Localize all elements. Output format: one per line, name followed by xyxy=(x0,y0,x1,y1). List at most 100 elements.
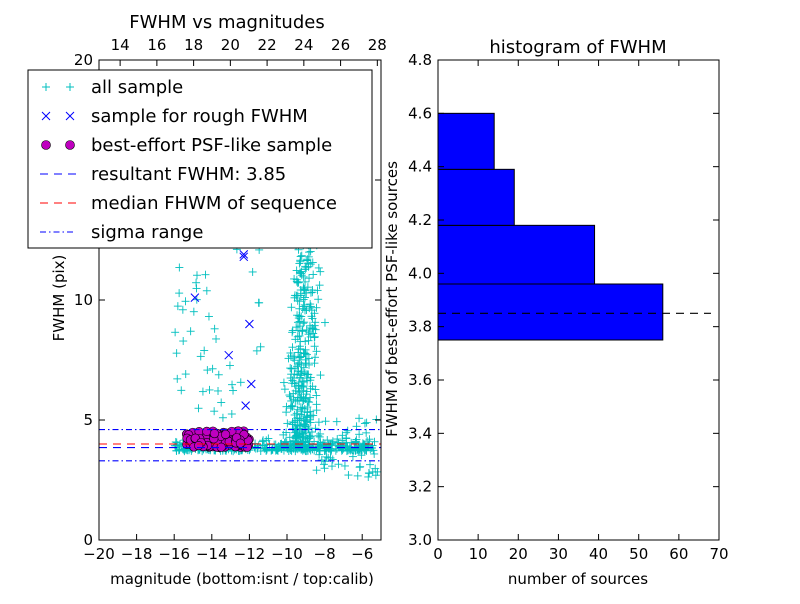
scatter-point-all-sample xyxy=(295,331,304,340)
scatter-point-all-sample xyxy=(181,370,190,379)
scatter-point-all-sample xyxy=(344,471,353,480)
scatter-point-all-sample xyxy=(311,353,320,362)
legend-item: resultant FWHM: 3.85 xyxy=(40,164,286,185)
histogram-ytick-label: 4.6 xyxy=(408,104,432,122)
scatter-point-all-sample xyxy=(192,278,201,287)
scatter-point-all-sample xyxy=(302,417,311,426)
scatter-point-all-sample xyxy=(291,441,300,450)
scatter-point-all-sample xyxy=(308,445,317,454)
scatter-xtick-label: −8 xyxy=(314,545,336,563)
scatter-point-all-sample xyxy=(306,432,315,441)
scatter-point-psf-sample xyxy=(209,428,220,439)
scatter-point-all-sample xyxy=(352,422,361,431)
scatter-point-all-sample xyxy=(295,388,304,397)
legend-frame xyxy=(27,69,373,249)
histogram-bar xyxy=(437,112,495,170)
scatter-xtick-label: −12 xyxy=(234,545,266,563)
scatter-point-all-sample xyxy=(297,271,306,280)
scatter-point-all-sample xyxy=(304,354,313,363)
scatter-ylabel: FWHM (pix) xyxy=(50,255,68,342)
histogram-xtick-label: 30 xyxy=(549,545,568,563)
scatter-xtick-label: −10 xyxy=(271,545,303,563)
scatter-point-all-sample xyxy=(286,392,295,401)
scatter-xtick-label: −6 xyxy=(351,545,373,563)
scatter-point-all-sample xyxy=(314,418,323,427)
scatter-top-xtick-label: 28 xyxy=(368,36,387,54)
scatter-point-all-sample xyxy=(300,318,309,327)
scatter-point-all-sample xyxy=(228,380,237,389)
legend-item: sample for rough FWHM xyxy=(41,106,308,127)
scatter-point-all-sample xyxy=(301,306,310,315)
scatter-point-all-sample xyxy=(310,321,319,330)
histogram-title: histogram of FWHM xyxy=(489,37,666,58)
scatter-point-all-sample xyxy=(328,462,337,471)
scatter-point-all-sample xyxy=(210,407,219,416)
scatter-point-all-sample xyxy=(288,343,297,352)
scatter-point-all-sample xyxy=(264,434,273,443)
scatter-point-all-sample xyxy=(342,434,351,443)
scatter-point-all-sample xyxy=(316,371,325,380)
scatter-point-all-sample xyxy=(353,471,362,480)
scatter-point-all-sample xyxy=(300,348,309,357)
scatter-point-all-sample xyxy=(292,438,301,447)
scatter-point-all-sample xyxy=(186,327,195,336)
scatter-point-all-sample xyxy=(172,349,181,358)
histogram-axes-frame xyxy=(437,59,720,541)
scatter-xtick-label: −20 xyxy=(83,545,115,563)
legend-item: median FHWM of sequence xyxy=(40,193,337,214)
scatter-point-all-sample xyxy=(172,446,181,455)
scatter-point-all-sample xyxy=(308,258,317,267)
scatter-point-all-sample xyxy=(312,347,321,356)
histogram-bars xyxy=(437,112,711,341)
legend-label: sigma range xyxy=(91,222,203,243)
scatter-point-all-sample xyxy=(300,293,309,302)
scatter-point-all-sample xyxy=(301,265,310,274)
scatter-point-all-sample xyxy=(299,302,308,311)
scatter-ytick-label: 10 xyxy=(74,291,93,309)
scatter-point-all-sample xyxy=(319,460,328,469)
scatter-ticks: −20−18−16−14−12−10−8−6051015201416182022… xyxy=(74,36,387,563)
scatter-point-all-sample xyxy=(346,444,355,453)
scatter-point-all-sample xyxy=(305,274,314,283)
scatter-point-all-sample xyxy=(252,346,261,355)
scatter-point-all-sample xyxy=(311,424,320,433)
scatter-point-all-sample xyxy=(366,460,375,469)
scatter-point-all-sample xyxy=(302,325,311,334)
scatter-point-all-sample xyxy=(304,442,313,451)
scatter-point-all-sample xyxy=(364,469,373,478)
scatter-point-all-sample xyxy=(283,419,292,428)
scatter-point-all-sample xyxy=(302,387,311,396)
scatter-point-all-sample xyxy=(306,302,315,311)
scatter-point-all-sample xyxy=(296,322,305,331)
scatter-point-all-sample xyxy=(297,251,306,260)
scatter-point-all-sample xyxy=(356,444,365,453)
scatter-point-all-sample xyxy=(299,283,308,292)
histogram-ytick-label: 4.4 xyxy=(408,158,432,176)
scatter-point-all-sample xyxy=(294,278,303,287)
scatter-point-all-sample xyxy=(366,445,375,454)
scatter-point-all-sample xyxy=(301,337,310,346)
scatter-point-all-sample xyxy=(236,378,245,387)
scatter-point-all-sample xyxy=(273,444,282,453)
scatter-point-all-sample xyxy=(311,325,320,334)
scatter-point-all-sample xyxy=(288,417,297,426)
scatter-point-all-sample xyxy=(297,445,306,454)
scatter-point-all-sample xyxy=(355,463,364,472)
scatter-top-xtick-label: 14 xyxy=(111,36,130,54)
scatter-point-all-sample xyxy=(225,361,234,370)
scatter-point-all-sample xyxy=(317,455,326,464)
scatter-top-xtick-label: 18 xyxy=(184,36,203,54)
scatter-point-all-sample xyxy=(312,303,321,312)
scatter-point-rough-sample xyxy=(224,350,234,360)
histogram-xtick-label: 70 xyxy=(709,545,728,563)
scatter-point-all-sample xyxy=(309,270,318,279)
scatter-point-all-sample xyxy=(192,271,201,280)
scatter-point-all-sample xyxy=(202,286,211,295)
scatter-point-all-sample xyxy=(181,297,190,306)
scatter-point-all-sample xyxy=(355,430,364,439)
scatter-point-rough-sample xyxy=(190,293,200,302)
scatter-top-xtick-label: 22 xyxy=(258,36,277,54)
scatter-point-all-sample xyxy=(373,467,382,476)
